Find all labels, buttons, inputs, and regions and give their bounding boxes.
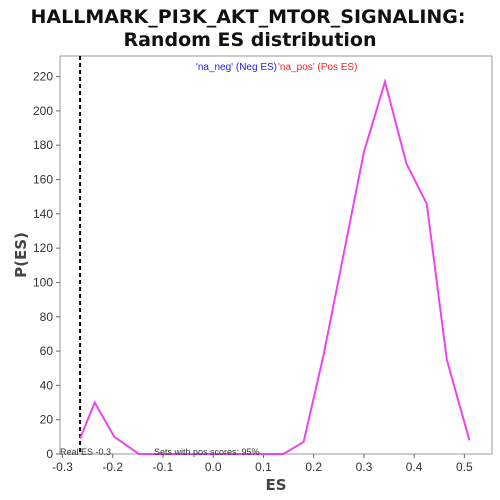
chart-title-line2: Random ES distribution	[123, 29, 376, 51]
y-tick-label: 180	[33, 138, 53, 152]
legend-pos-label: 'na_pos' (Pos ES)	[278, 62, 357, 73]
x-axis-label: ES	[265, 476, 286, 494]
x-tick-label: -0.3	[52, 460, 73, 474]
x-axis: -0.3 -0.2 -0.1 0.0 0.1 0.2 0.3 0.4 0.5	[52, 454, 473, 474]
x-tick-label: 0.0	[205, 460, 222, 474]
y-tick-label: 80	[40, 310, 54, 324]
x-tick-label: -0.1	[153, 460, 174, 474]
real-es-label: Real ES -0.3	[60, 447, 111, 457]
y-tick-label: 0	[46, 447, 53, 461]
plot-area	[59, 55, 493, 455]
x-tick-label: 0.1	[255, 460, 272, 474]
y-tick-label: 140	[33, 207, 53, 221]
chart-title-line1: HALLMARK_PI3K_AKT_MTOR_SIGNALING:	[31, 6, 466, 28]
x-tick-label: 0.5	[456, 460, 473, 474]
x-tick-label: 0.2	[305, 460, 322, 474]
legend-neg-label: 'na_neg' (Neg ES)	[196, 62, 277, 73]
x-tick-label: 0.4	[406, 460, 423, 474]
y-axis: 0 20 40 60 80 100 120 140 160 180 200 220	[33, 70, 60, 461]
random-es-series-line	[79, 78, 471, 455]
pos-scores-annotation: Sets with pos scores: 95%	[154, 447, 260, 457]
y-tick-label: 20	[40, 413, 54, 427]
y-tick-label: 220	[33, 70, 53, 84]
y-tick-label: 60	[40, 344, 54, 358]
y-tick-label: 160	[33, 173, 53, 187]
y-tick-label: 100	[33, 275, 53, 289]
y-tick-label: 40	[40, 378, 54, 392]
y-axis-label: P(ES)	[12, 232, 30, 278]
y-tick-label: 120	[33, 241, 53, 255]
x-tick-label: 0.3	[356, 460, 373, 474]
y-tick-label: 200	[33, 104, 53, 118]
x-tick-label: -0.2	[102, 460, 123, 474]
